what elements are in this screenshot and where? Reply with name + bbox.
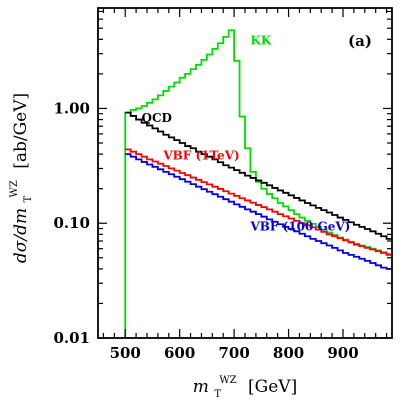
x-axis-label-unit: [GeV] [248, 377, 297, 397]
series-line-vbf-100-gev [125, 153, 392, 270]
y-axis-label-sup: WZ [9, 180, 20, 197]
x-axis-label-main: m [193, 377, 209, 397]
panel-label: (a) [348, 32, 372, 50]
series-line-qcd [125, 111, 392, 240]
y-tick-label: 0.10 [53, 214, 90, 232]
x-axis-label-sup: WZ [219, 375, 236, 386]
labels-layer: 500 600 700 800 900 0.01 0.10 1.00 KK QCD VBF (1Te… [53, 34, 358, 362]
x-axis-label: m T WZ [GeV] [193, 368, 297, 402]
x-tick-label: 800 [273, 344, 304, 362]
y-tick-label: 1.00 [53, 99, 90, 117]
x-tick-label: 600 [164, 344, 195, 362]
x-tick-label: 500 [110, 344, 141, 362]
x-tick-label: 900 [327, 344, 358, 362]
series-label-kk: KK [250, 34, 271, 48]
series-line-vbf-1tev [125, 148, 392, 256]
series-line-kk [124, 29, 392, 338]
series-label-qcd: QCD [142, 111, 172, 125]
y-tick-label: 0.01 [53, 329, 90, 347]
series-label-vbf-1tev: VBF (1TeV) [162, 148, 239, 162]
x-tick-label: 700 [218, 344, 249, 362]
y-axis-label-prefix: dσ/dm [11, 208, 31, 263]
series-label-vbf-100-gev: VBF (100 GeV) [249, 220, 350, 234]
y-axis-label-unit: [ab/GeV] [11, 93, 31, 169]
series-layer [124, 29, 392, 338]
y-axis-label: dσ/dm T WZ [ab/GeV] [2, 93, 36, 263]
ticks-layer [98, 8, 392, 339]
x-axis-label-sub: T [214, 389, 221, 400]
y-axis-label-sub: T [23, 196, 34, 203]
